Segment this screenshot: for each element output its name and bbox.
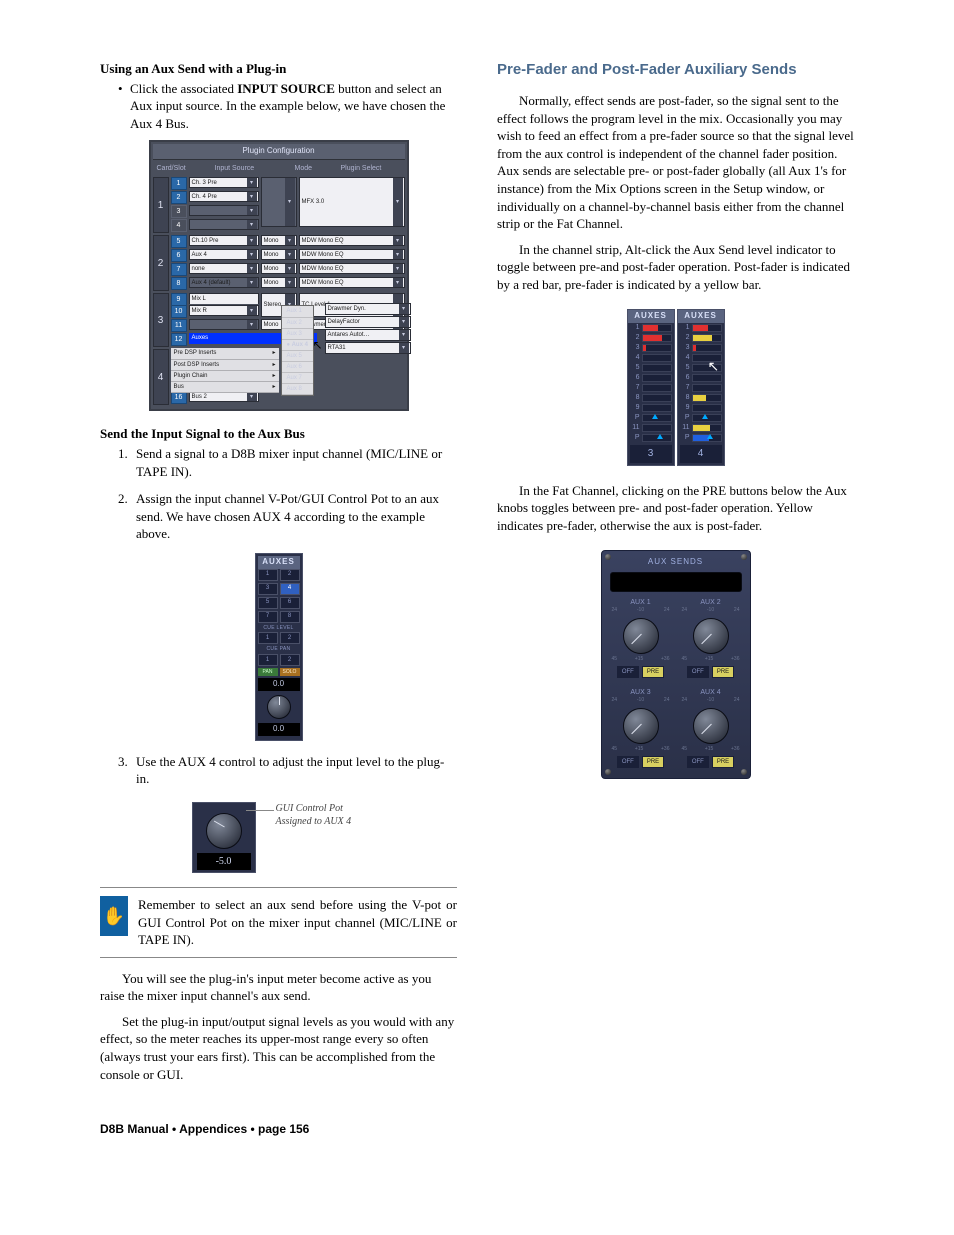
- aux-sends-panel: AUX SENDS AUX 124-102445+15+36OFFPREAUX …: [601, 550, 751, 779]
- para-prepost-3: In the Fat Channel, clicking on the PRE …: [497, 482, 854, 535]
- left-column: Using an Aux Send with a Plug-in • Click…: [100, 60, 457, 1091]
- important-note: ✋ Remember to select an aux send before …: [100, 887, 457, 958]
- small-knob[interactable]: [267, 695, 291, 719]
- aux-knob-3[interactable]: [623, 708, 659, 744]
- aux-btn-5[interactable]: 5: [258, 597, 278, 609]
- aux-btn-1[interactable]: 1: [258, 569, 278, 581]
- right-column: Pre-Fader and Post-Fader Auxiliary Sends…: [497, 60, 854, 1091]
- aux-btn-2[interactable]: 2: [280, 569, 300, 581]
- aux-2-pre[interactable]: PRE: [712, 666, 734, 678]
- aux-4-value: -5.0: [197, 853, 251, 871]
- plugin-headers: Card/Slot Input Source Mode Plugin Selec…: [153, 160, 405, 177]
- aux-3-off[interactable]: OFF: [617, 756, 639, 768]
- aux-4-knob[interactable]: [206, 813, 242, 849]
- plugin-title: Plugin Configuration: [153, 144, 405, 160]
- knob-figure: -5.0 GUI Control Pot Assigned to AUX 4: [100, 802, 457, 874]
- heading-pre-post: Pre-Fader and Post-Fader Auxiliary Sends: [497, 60, 854, 80]
- aux-btn-8[interactable]: 8: [280, 611, 300, 623]
- aux-4-off[interactable]: OFF: [687, 756, 709, 768]
- heading-aux-plugin: Using an Aux Send with a Plug-in: [100, 60, 457, 78]
- aux-3-pre[interactable]: PRE: [642, 756, 664, 768]
- aux-btn-3[interactable]: 3: [258, 583, 278, 595]
- aux-display: [610, 572, 742, 592]
- step-2: 2.Assign the input channel V-Pot/GUI Con…: [118, 490, 457, 543]
- aux-knob-4[interactable]: [693, 708, 729, 744]
- plugin-config-panel: Plugin Configuration Card/Slot Input Sou…: [149, 140, 409, 411]
- step-3: 3.Use the AUX 4 control to adjust the in…: [118, 753, 457, 788]
- aux-btn-4[interactable]: 4: [280, 583, 300, 595]
- aux-knob-1[interactable]: [623, 618, 659, 654]
- callout-gui-pot: GUI Control Pot Assigned to AUX 4: [276, 802, 366, 829]
- aux-4-pre[interactable]: PRE: [712, 756, 734, 768]
- auxes-small-panel: AUXES 12345678 CUE LEVEL 12 CUE PAN 12 P…: [255, 553, 303, 741]
- aux-1-pre[interactable]: PRE: [642, 666, 664, 678]
- aux-2-off[interactable]: OFF: [687, 666, 709, 678]
- para-prepost-2: In the channel strip, Alt-click the Aux …: [497, 241, 854, 294]
- footer: D8B Manual • Appendices • page 156: [100, 1121, 854, 1137]
- bullet-input-source: • Click the associated INPUT SOURCE butt…: [118, 80, 457, 133]
- heading-send-signal: Send the Input Signal to the Aux Bus: [100, 425, 457, 443]
- para-levels: Set the plug-in input/output signal leve…: [100, 1013, 457, 1083]
- para-meter: You will see the plug-in's input meter b…: [100, 970, 457, 1005]
- aux-btn-7[interactable]: 7: [258, 611, 278, 623]
- dual-auxes-figure: AUXES123456789P11P3 AUXES123456789P11P4↖: [497, 309, 854, 465]
- step-1: 1.Send a signal to a D8B mixer input cha…: [118, 445, 457, 480]
- hand-icon: ✋: [100, 896, 128, 936]
- aux-btn-6[interactable]: 6: [280, 597, 300, 609]
- aux-knob-2[interactable]: [693, 618, 729, 654]
- para-prepost-1: Normally, effect sends are post-fader, s…: [497, 92, 854, 232]
- aux-1-off[interactable]: OFF: [617, 666, 639, 678]
